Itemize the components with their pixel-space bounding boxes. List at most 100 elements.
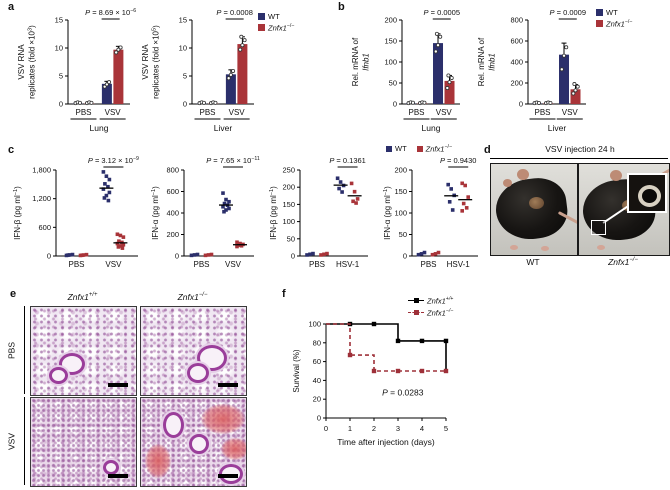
svg-text:PBS: PBS — [408, 108, 424, 117]
histology-vsv-wt — [30, 397, 137, 487]
ko-swatch-icon — [258, 24, 265, 32]
bronchiole-ring — [103, 460, 119, 475]
svg-text:0: 0 — [519, 100, 523, 109]
svg-text:15: 15 — [179, 16, 187, 25]
wt-swatch-icon — [596, 9, 603, 16]
svg-text:200: 200 — [166, 230, 179, 239]
eye-ring — [638, 185, 661, 207]
svg-text:Liver: Liver — [214, 123, 233, 133]
svg-text:P = 7.65 × 10−11: P = 7.65 × 10−11 — [206, 156, 260, 165]
svg-text:50: 50 — [287, 234, 295, 243]
wt-line-marker-icon — [408, 297, 424, 304]
hemorrhage-patch — [145, 444, 171, 478]
svg-text:100: 100 — [394, 209, 407, 218]
bronchiole-ring — [49, 367, 68, 384]
legend-wt-label: WT — [606, 8, 618, 17]
histology-vsv-ko — [140, 397, 247, 487]
svg-text:80: 80 — [313, 338, 321, 347]
svg-text:0: 0 — [47, 252, 51, 261]
svg-text:20: 20 — [313, 395, 321, 404]
svg-text:60: 60 — [313, 357, 321, 366]
svg-text:Time after injection (days): Time after injection (days) — [337, 437, 435, 447]
chart-ifnb-hsv1: 0 50 100 150 200 250 IFN-β (pg ml−1) PBS HSV-1 P … — [264, 148, 374, 282]
svg-text:0: 0 — [317, 414, 321, 423]
svg-text:4: 4 — [420, 424, 424, 433]
wt-swatch-icon — [386, 145, 392, 152]
svg-text:P = 0.0283: P = 0.0283 — [382, 387, 424, 397]
eye-target-box — [591, 220, 606, 235]
histology-pbs-ko — [140, 306, 247, 396]
svg-text:Ifnb1: Ifnb1 — [362, 53, 371, 71]
svg-text:2: 2 — [372, 424, 376, 433]
bronchiole-ring — [163, 412, 184, 438]
svg-text:600: 600 — [510, 37, 523, 46]
chart-vsv-rna-liver: 0 5 10 15 VSV RNA replicates (fold ×105) PBS VS… — [136, 4, 260, 144]
svg-text:VSV: VSV — [436, 108, 453, 117]
legend-item-ko: Znfx1−/− — [258, 23, 294, 33]
svg-text:100: 100 — [282, 217, 295, 226]
svg-text:0: 0 — [183, 100, 187, 109]
svg-text:150: 150 — [384, 37, 397, 46]
svg-text:Rel. mRNA of: Rel. mRNA of — [351, 37, 360, 86]
eye-inset-zoom — [627, 173, 667, 213]
legend-panel-c: WT Znfx1−/− — [386, 144, 452, 154]
mouse-ear — [516, 168, 529, 180]
svg-text:0: 0 — [291, 252, 295, 261]
svg-text:HSV-1: HSV-1 — [447, 260, 471, 269]
svg-text:10: 10 — [55, 44, 63, 53]
scale-bar — [218, 383, 238, 387]
histology-row-label-pbs: PBS — [6, 342, 17, 360]
svg-text:Rel. mRNA of: Rel. mRNA of — [477, 37, 486, 86]
svg-text:HSV-1: HSV-1 — [336, 260, 360, 269]
svg-text:Liver: Liver — [548, 123, 567, 133]
svg-text:P = 0.0008: P = 0.0008 — [216, 8, 253, 17]
svg-text:PBS: PBS — [68, 260, 84, 269]
histology-col-header-wt: Znfx1+/+ — [67, 292, 98, 302]
chart-ifna-hsv1: 0 50 100 150 200 IFN-α (pg ml−1) PBS HSV-1 P = 0… — [378, 148, 482, 282]
wt-swatch-icon — [258, 13, 265, 20]
svg-text:IFN-α (pg ml−1): IFN-α (pg ml−1) — [383, 186, 392, 240]
mouse-foot — [540, 246, 549, 252]
panel-d-label: d — [484, 144, 491, 156]
svg-text:1,800: 1,800 — [32, 166, 51, 175]
svg-text:VSV: VSV — [562, 108, 579, 117]
svg-text:800: 800 — [510, 16, 523, 25]
legend-wt-label: WT — [268, 12, 280, 21]
chart-ifnb-vsv: 0 600 1,200 1,800 IFN-β (pg ml−1) PBS VSV P = 3… — [8, 148, 144, 282]
svg-text:VSV: VSV — [105, 260, 122, 269]
chart-vsv-rna-lung: 0 5 10 15 VSV RNA replicates (fold ×103) PBS VS… — [12, 4, 136, 144]
histology-row-label-vsv: VSV — [6, 433, 17, 451]
chart-ifna-vsv: 0 200 400 600 800 IFN-α (pg ml−1) PBS VSV P = 7.… — [146, 148, 260, 282]
chart-ifnb1-liver: 0 200 400 600 800 Rel. mRNA of Ifnb1 PBS VSV Live… — [472, 4, 592, 144]
mouse-ear — [503, 178, 513, 187]
svg-text:VSV: VSV — [229, 108, 246, 117]
row-bracket-pbs — [24, 306, 25, 394]
svg-text:PBS: PBS — [534, 108, 550, 117]
legend-item-ko: Znfx1−/− — [416, 144, 452, 154]
svg-text:VSV: VSV — [225, 260, 242, 269]
svg-text:VSV RNA: VSV RNA — [17, 44, 26, 80]
chart-ifnb1-lung: 0 50 100 150 200 Rel. mRNA of Ifnb1 PBS VSV Lung P… — [346, 4, 466, 144]
svg-text:100: 100 — [384, 58, 397, 67]
legend-panel-f: Znfx1+/+ Znfx1−/− — [408, 296, 453, 317]
svg-text:0: 0 — [59, 100, 63, 109]
photo-caption-wt: WT — [526, 257, 540, 267]
hemorrhage-patch — [201, 404, 245, 434]
svg-text:0: 0 — [393, 100, 397, 109]
svg-text:VSV: VSV — [105, 108, 122, 117]
scale-bar — [218, 474, 238, 478]
hemorrhage-patch — [221, 438, 246, 460]
legend-item-ko: Znfx1−/− — [596, 19, 632, 29]
svg-text:IFN-β (pg ml−1): IFN-β (pg ml−1) — [13, 186, 22, 240]
svg-text:5: 5 — [444, 424, 448, 433]
svg-text:VSV RNA: VSV RNA — [141, 44, 150, 80]
svg-text:IFN-α (pg ml−1): IFN-α (pg ml−1) — [151, 186, 160, 240]
svg-text:5: 5 — [183, 72, 187, 81]
legend-item-wt: Znfx1+/+ — [408, 296, 453, 306]
legend-ko-label: Znfx1−/− — [606, 19, 633, 29]
legend-ko-label: Znfx1−/− — [427, 307, 454, 318]
svg-text:200: 200 — [394, 166, 407, 175]
photo-caption-ko: Znfx1−/− — [608, 257, 638, 267]
svg-text:150: 150 — [282, 200, 295, 209]
